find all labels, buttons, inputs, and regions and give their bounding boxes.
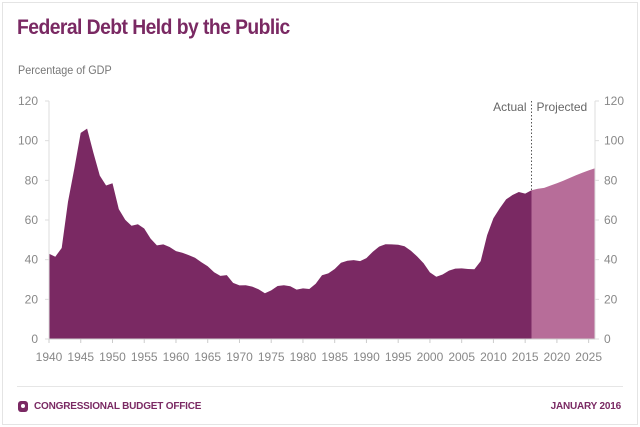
x-tick-label: 2020 [544,350,571,364]
x-tick-label: 1965 [194,350,221,364]
y-tick-label-left: 120 [18,94,38,108]
x-tick-label: 1970 [226,350,253,364]
y-tick-label-left: 100 [18,134,38,148]
footer-agency: CONGRESSIONAL BUDGET OFFICE [34,401,202,412]
x-tick-label: 1980 [290,350,317,364]
footer-divider [17,386,623,387]
y-tick-label-left: 40 [25,253,39,267]
y-tick-label-left: 0 [31,332,38,346]
y-tick-label-right: 40 [604,253,618,267]
y-tick-label-right: 60 [604,213,618,227]
y-tick-label-right: 0 [604,332,611,346]
x-tick-label: 1990 [353,350,380,364]
footer-date: JANUARY 2016 [550,401,622,412]
x-tick-label: 2010 [480,350,507,364]
chart-title: Federal Debt Held by the Public [17,16,290,39]
actual-label: Actual [493,100,526,114]
area-projected [531,168,595,339]
y-tick-label-right: 100 [604,134,624,148]
y-tick-label-left: 80 [25,173,39,187]
y-axis-label: Percentage of GDP [18,63,112,77]
y-tick-label-right: 20 [604,292,618,306]
x-tick-label: 2025 [575,350,602,364]
x-tick-label: 2005 [448,350,475,364]
cbo-logo-icon [18,401,28,412]
x-tick-label: 1975 [258,350,285,364]
x-tick-label: 1955 [131,350,158,364]
area-actual [49,128,532,339]
y-tick-label-left: 20 [25,292,39,306]
x-tick-label: 1940 [36,350,63,364]
x-tick-label: 1960 [163,350,190,364]
x-tick-label: 1985 [321,350,348,364]
y-tick-label-right: 120 [604,94,624,108]
x-tick-label: 2000 [417,350,444,364]
x-tick-label: 1945 [67,350,94,364]
x-tick-label: 2015 [512,350,539,364]
x-tick-label: 1950 [99,350,126,364]
y-tick-label-left: 60 [25,213,39,227]
x-tick-label: 1995 [385,350,412,364]
y-tick-label-right: 80 [604,173,618,187]
projected-label: Projected [537,100,588,114]
